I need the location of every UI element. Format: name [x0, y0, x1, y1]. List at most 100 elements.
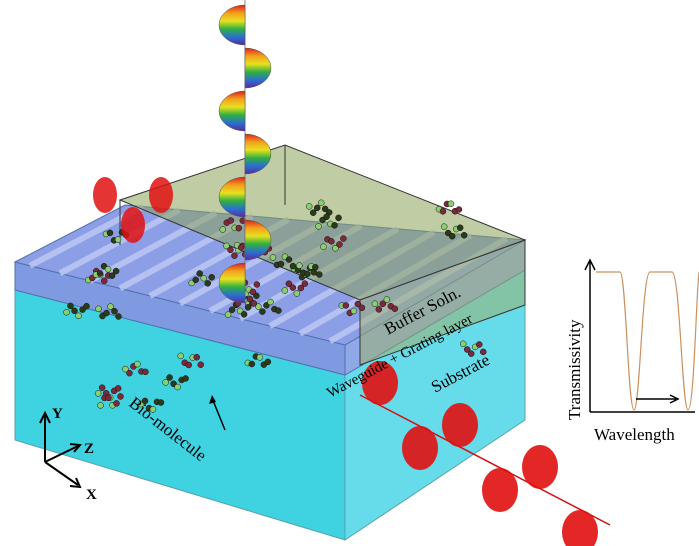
spectrum-curve	[596, 272, 699, 410]
inset: Transmissivity Wavelength	[565, 260, 699, 444]
molecule-atom	[320, 244, 326, 250]
molecule-atom	[294, 290, 300, 296]
molecule-atom	[183, 375, 189, 381]
molecule-atom	[290, 263, 296, 269]
incident-wave	[219, 5, 245, 45]
molecule-atom	[163, 379, 169, 385]
molecule-atom	[105, 266, 111, 272]
molecule-atom	[324, 214, 330, 220]
molecule-atom	[84, 303, 90, 309]
molecule-atom	[316, 223, 322, 229]
molecule-atom	[476, 342, 482, 348]
axis-x: X	[86, 487, 97, 503]
molecule-atom	[209, 274, 215, 280]
molecule-atom	[175, 384, 181, 390]
molecule-atom	[460, 341, 466, 347]
molecule-atom	[227, 247, 233, 253]
molecule-atom	[193, 277, 199, 283]
molecule-atom	[220, 226, 226, 232]
molecule-atom	[265, 359, 271, 365]
molecule-atom	[178, 353, 184, 359]
molecule-atom	[310, 210, 316, 216]
molecule-atom	[72, 308, 78, 314]
molecule-atom	[241, 311, 247, 317]
molecule-atom	[456, 207, 462, 213]
molecule-atom	[64, 309, 70, 315]
molecule-atom	[392, 306, 398, 312]
molecule-atom	[245, 304, 251, 310]
molecule-atom	[316, 272, 322, 278]
molecule-atom	[229, 307, 235, 313]
molecule-atom	[270, 254, 276, 260]
molecule-atom	[117, 393, 123, 399]
molecule-atom	[376, 306, 382, 312]
transmitted-wave	[442, 403, 478, 447]
molecule-atom	[332, 222, 338, 228]
molecule-atom	[306, 203, 312, 209]
molecule-atom	[448, 201, 454, 207]
molecule-atom	[296, 263, 302, 269]
molecule-atom	[126, 370, 132, 376]
molecule-atom	[343, 302, 349, 308]
molecule-atom	[282, 288, 288, 294]
molecule-atom	[95, 390, 101, 396]
reflected-wave	[149, 177, 173, 213]
transmitted-wave	[402, 426, 438, 470]
molecule-atom	[336, 215, 342, 221]
molecule-atom	[111, 308, 117, 314]
molecule-atom	[304, 271, 310, 277]
transmitted-wave	[482, 468, 518, 512]
molecule-atom	[186, 362, 192, 368]
molecule-atom	[105, 395, 111, 401]
molecule-atom	[115, 313, 121, 319]
molecule-atom	[457, 225, 463, 231]
molecule-atom	[328, 238, 334, 244]
molecule-atom	[275, 308, 281, 314]
molecule-atom	[251, 300, 257, 306]
molecule-atom	[249, 361, 255, 367]
incident-wave	[245, 48, 271, 88]
molecule-atom	[197, 270, 203, 276]
shift-arrow	[636, 395, 678, 403]
molecule-atom	[340, 236, 346, 242]
molecule-atom	[254, 281, 260, 287]
molecule-atom	[259, 309, 265, 315]
molecule-atom	[68, 303, 74, 309]
molecule-atom	[318, 200, 324, 206]
molecule-atom	[97, 402, 103, 408]
transmitted-wave	[522, 445, 558, 489]
inset-y-label: Transmissivity	[565, 319, 584, 420]
molecule-atom	[201, 275, 207, 281]
molecule-atom	[97, 270, 103, 276]
inset-x-label: Wavelength	[594, 425, 675, 444]
molecule-atom	[312, 264, 318, 270]
incident-wave	[219, 91, 245, 131]
axis-z: Z	[84, 441, 94, 457]
reflected-wave	[93, 177, 117, 213]
molecule-atom	[198, 362, 204, 368]
molecule-atom	[115, 237, 121, 243]
molecule-atom	[158, 400, 164, 406]
molecule-atom	[257, 354, 263, 360]
molecule-atom	[99, 385, 105, 391]
molecule-atom	[461, 232, 467, 238]
molecule-atom	[372, 301, 378, 307]
molecule-atom	[228, 217, 234, 223]
molecule-atom	[115, 385, 121, 391]
molecule-atom	[302, 281, 308, 287]
molecule-atom	[142, 369, 148, 375]
molecule-atom	[103, 310, 109, 316]
molecule-atom	[113, 400, 119, 406]
molecule-atom	[286, 257, 292, 263]
molecule-atom	[205, 280, 211, 286]
molecule-atom	[359, 305, 365, 311]
molecule-atom	[167, 374, 173, 380]
molecule-atom	[336, 241, 342, 247]
molecule-atom	[236, 225, 242, 231]
molecule-atom	[101, 278, 107, 284]
inset-axes	[585, 260, 695, 412]
molecule-atom	[225, 312, 231, 318]
molecule-atom	[194, 354, 200, 360]
molecule-atom	[113, 268, 119, 274]
molecule-atom	[440, 208, 446, 214]
